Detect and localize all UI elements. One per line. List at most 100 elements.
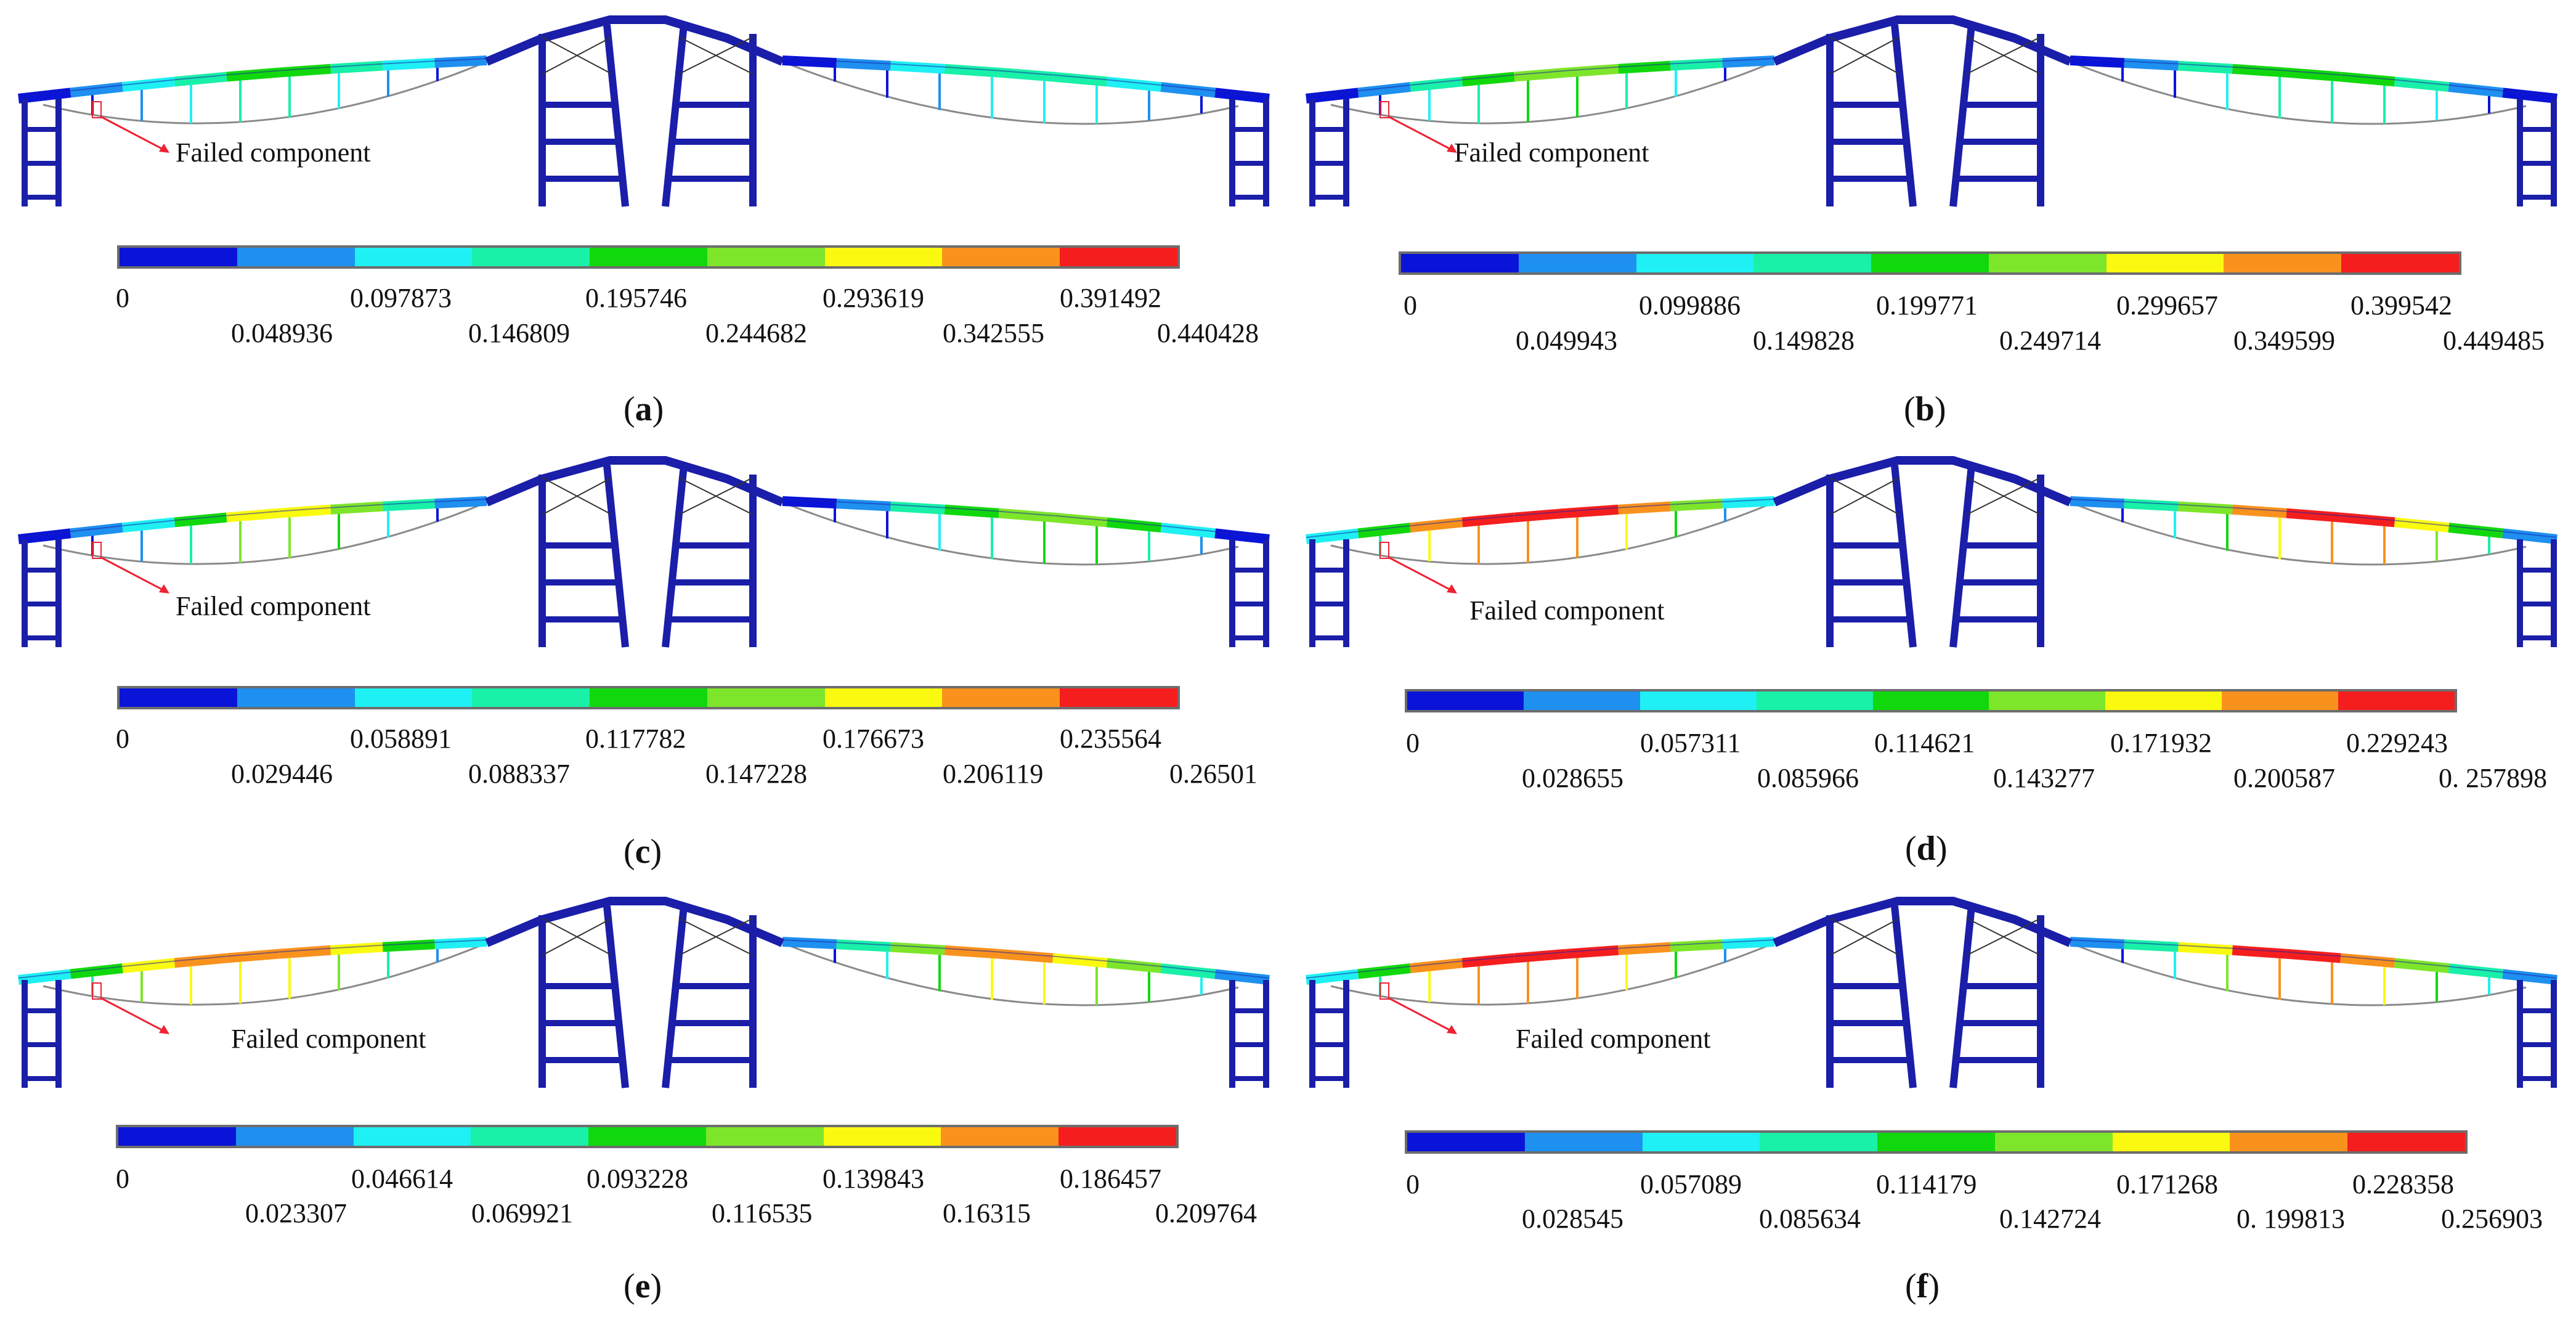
deck-segment-right-4	[2286, 67, 2341, 82]
tick-lower-0: 0.023307	[245, 1198, 347, 1228]
deck-segment-left-0	[18, 969, 71, 985]
pier-right-brace-2	[678, 36, 754, 75]
tick-upper-3: 0.171932	[2110, 728, 2212, 758]
tick-upper-1: 0.057311	[1640, 728, 1741, 758]
panel-e: Failed component 0 0.046614 0.093228 0.1…	[0, 881, 1288, 1322]
deck-segment-left-2-mesh	[1410, 520, 1463, 527]
tick-upper-0: 0	[1406, 728, 1420, 758]
deck-segment-right-6-mesh	[2394, 960, 2449, 968]
deck-segment-right-0	[782, 55, 837, 68]
deck-segment-right-1	[2124, 499, 2179, 512]
deck-segment-right-6	[1106, 76, 1162, 92]
tick-lower-3: 0.206119	[943, 759, 1044, 789]
colorbar-segment-5	[707, 688, 825, 707]
failed-component-label: Failed component	[176, 137, 371, 168]
tick-lower-1: 0.069921	[471, 1198, 573, 1228]
panel-caption: (e)	[624, 1267, 662, 1305]
cable-left	[43, 60, 487, 124]
deck-segment-left-3	[174, 953, 227, 968]
deck-segment-right-7	[1160, 523, 1216, 539]
cable-left	[1330, 942, 1775, 1006]
deck-segment-right-8-mesh	[1215, 971, 1270, 979]
deck-segment-left-2	[122, 958, 176, 974]
tick-upper-3: 0.171268	[2116, 1169, 2218, 1199]
colorbar-segment-2	[1636, 254, 1754, 272]
deck-segment-right-2-mesh	[2178, 63, 2233, 68]
failed-component-arrow	[1389, 557, 1455, 593]
deck-segment-left-4	[226, 508, 279, 523]
panel-d: Failed component 0 0.057311 0.114621 0.1…	[1288, 441, 2575, 881]
colorbar-segment-4	[1877, 1133, 1995, 1151]
deck-segment-left-4-mesh	[226, 510, 279, 516]
failed-component-label: Failed component	[176, 591, 371, 621]
deck-segment-left-6-mesh	[330, 944, 383, 949]
failed-component-arrowhead	[1447, 584, 1457, 594]
deck-segment-left-0	[18, 88, 71, 104]
colorbar-segment-6	[823, 1127, 941, 1146]
deck-segment-right-2	[890, 60, 945, 74]
deck-segment-left-3	[1461, 71, 1515, 87]
failed-component-marker	[92, 982, 102, 1000]
failed-component-arrow	[101, 116, 167, 152]
deck-segment-left-8-mesh	[1722, 499, 1775, 503]
tick-lower-4: 0.256903	[2441, 1204, 2543, 1234]
deck-segment-left-6	[1618, 60, 1671, 74]
pier-left-brace-2	[542, 918, 612, 956]
deck-segment-left-3-mesh	[174, 955, 227, 962]
deck-segment-right-7-mesh	[1161, 966, 1216, 973]
colorbar-segment-8	[1060, 248, 1178, 266]
caption-letter: d	[1916, 830, 1936, 868]
deck-segment-left-7-mesh	[383, 60, 435, 65]
colorbar	[1405, 1130, 2468, 1154]
colorbar-segment-1	[237, 248, 355, 266]
deck-segment-left-5-mesh	[278, 507, 331, 512]
deck-segment-left-0-mesh	[18, 971, 71, 979]
deck-segment-left-7-mesh	[1670, 60, 1723, 65]
tick-upper-3: 0.299657	[2116, 290, 2218, 320]
deck-segment-right-3-mesh	[2232, 507, 2287, 512]
colorbar-segment-0	[118, 1127, 236, 1146]
panel-c: Failed component 0 0.058891 0.117782 0.1…	[0, 441, 1288, 881]
colorbar-segment-7	[942, 248, 1060, 266]
deck-segment-left-1	[1357, 963, 1411, 979]
bridge-model	[18, 15, 1270, 207]
tick-upper-4: 0.228358	[2352, 1169, 2454, 1199]
deck-segment-right-1-mesh	[836, 501, 891, 505]
deck-segment-left-4	[226, 67, 279, 82]
deck-segment-right-0-mesh	[2070, 939, 2124, 944]
deck-segment-left-2	[1410, 517, 1463, 533]
colorbar-segment-7	[942, 688, 1060, 707]
deck-segment-right-4-mesh	[2286, 70, 2341, 76]
colorbar-segment-4	[1871, 254, 1989, 272]
deck-segment-left-5-mesh	[278, 66, 331, 71]
deck-segment-left-0-mesh	[1306, 971, 1359, 979]
deck-segment-left-0-mesh	[1306, 90, 1359, 97]
deck-segment-right-6	[2394, 76, 2450, 92]
deck-segment-right-1	[836, 939, 891, 952]
colorbar-segment-8	[1058, 1127, 1177, 1146]
deck-segment-left-8	[1722, 55, 1775, 68]
deck-segment-right-3	[944, 504, 999, 518]
colorbar-segment-2	[353, 1127, 471, 1146]
colorbar-segment-6	[2106, 254, 2224, 272]
colorbar-segment-7	[2230, 1133, 2348, 1151]
deck-segment-left-4	[226, 949, 279, 963]
cable-left	[1330, 60, 1775, 124]
cable-right	[2070, 942, 2527, 1006]
deck-segment-left-8	[434, 937, 487, 950]
deck-segment-right-8-mesh	[1215, 90, 1270, 97]
tick-lower-1: 0.146809	[468, 318, 570, 348]
tick-lower-4: 0. 257898	[2439, 763, 2547, 793]
cable-right	[782, 60, 1239, 125]
deck-segment-left-2-mesh	[1410, 960, 1463, 968]
colorbar-segment-7	[941, 1127, 1059, 1146]
deck-segment-left-1	[70, 963, 123, 979]
tick-upper-4: 0.235564	[1060, 724, 1161, 754]
deck-segment-right-8	[2502, 528, 2558, 544]
deck-segment-left-5-mesh	[278, 947, 331, 953]
deck-segment-right-6	[2394, 517, 2450, 533]
deck-segment-right-2-mesh	[2178, 504, 2233, 508]
deck-segment-right-4-mesh	[999, 70, 1053, 76]
colorbar-segment-5	[1989, 692, 2106, 710]
pier-left-brace-2	[1829, 918, 1900, 956]
